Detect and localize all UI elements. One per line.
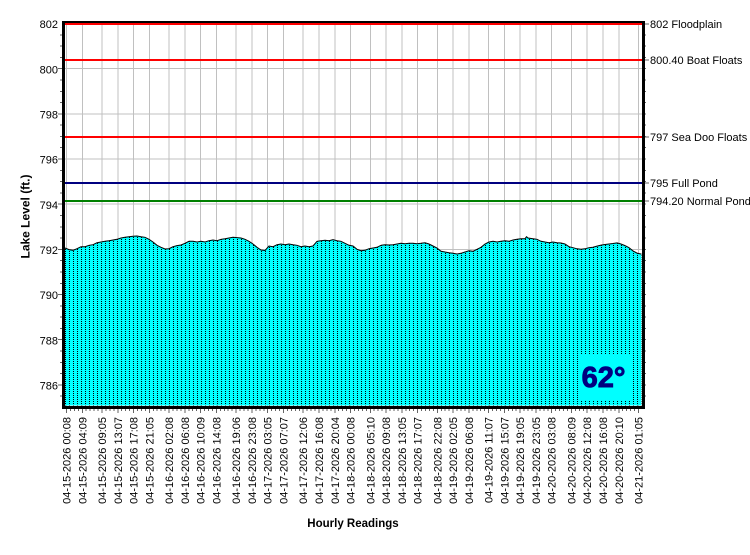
svg-text:04-18-2026 05:10: 04-18-2026 05:10: [365, 417, 377, 504]
svg-text:04-16-2026 06:08: 04-16-2026 06:08: [180, 417, 192, 504]
svg-text:790: 790: [40, 290, 58, 302]
svg-text:04-17-2026 03:05: 04-17-2026 03:05: [263, 417, 275, 504]
svg-text:04-20-2026 20:10: 04-20-2026 20:10: [614, 417, 626, 504]
svg-text:04-21-2026 01:05: 04-21-2026 01:05: [634, 417, 646, 504]
svg-text:04-16-2026 02:08: 04-16-2026 02:08: [164, 417, 176, 504]
svg-text:794.20 Normal Pond: 794.20 Normal Pond: [650, 196, 750, 208]
svg-text:04-16-2026 10:09: 04-16-2026 10:09: [196, 417, 208, 504]
svg-text:04-18-2026 22:08: 04-18-2026 22:08: [432, 417, 444, 504]
svg-text:04-17-2026 20:04: 04-17-2026 20:04: [330, 417, 342, 504]
svg-text:792: 792: [40, 245, 58, 257]
svg-text:62°: 62°: [582, 362, 626, 394]
svg-text:04-20-2026 16:08: 04-20-2026 16:08: [598, 417, 610, 504]
svg-text:04-19-2026 02:05: 04-19-2026 02:05: [448, 417, 460, 504]
svg-text:800: 800: [40, 64, 58, 76]
svg-text:04-15-2026 09:05: 04-15-2026 09:05: [97, 417, 109, 504]
svg-text:798: 798: [40, 110, 58, 122]
svg-text:802: 802: [40, 19, 58, 31]
svg-text:04-17-2026 07:07: 04-17-2026 07:07: [279, 417, 291, 504]
svg-text:04-18-2026 17:07: 04-18-2026 17:07: [413, 417, 425, 504]
svg-text:04-16-2026 14:08: 04-16-2026 14:08: [211, 417, 223, 504]
svg-text:802 Floodplain: 802 Floodplain: [650, 19, 722, 31]
svg-text:04-18-2026 09:08: 04-18-2026 09:08: [381, 417, 393, 504]
svg-text:04-19-2026 19:05: 04-19-2026 19:05: [515, 417, 527, 504]
svg-text:796: 796: [40, 155, 58, 167]
svg-text:04-20-2026 08:09: 04-20-2026 08:09: [567, 417, 579, 504]
svg-text:04-19-2026 06:08: 04-19-2026 06:08: [464, 417, 476, 504]
svg-text:788: 788: [40, 335, 58, 347]
svg-text:794: 794: [40, 200, 58, 212]
svg-text:04-19-2026 11:07: 04-19-2026 11:07: [484, 417, 496, 503]
svg-text:04-15-2026 17:08: 04-15-2026 17:08: [129, 417, 141, 504]
svg-text:Lake Level (ft.): Lake Level (ft.): [19, 174, 33, 258]
svg-text:04-16-2026 19:06: 04-16-2026 19:06: [231, 417, 243, 504]
svg-text:04-15-2026 21:05: 04-15-2026 21:05: [144, 417, 156, 504]
svg-text:04-19-2026 23:05: 04-19-2026 23:05: [531, 417, 543, 504]
svg-text:04-16-2026 23:08: 04-16-2026 23:08: [247, 417, 259, 504]
svg-text:04-19-2026 15:07: 04-19-2026 15:07: [499, 417, 511, 504]
svg-text:04-15-2026 13:07: 04-15-2026 13:07: [113, 417, 125, 504]
svg-text:800.40 Boat Floats: 800.40 Boat Floats: [650, 55, 743, 67]
svg-text:04-20-2026 12:08: 04-20-2026 12:08: [582, 417, 594, 504]
svg-text:04-17-2026 16:08: 04-17-2026 16:08: [314, 417, 326, 504]
svg-text:04-20-2026 03:08: 04-20-2026 03:08: [547, 417, 559, 504]
svg-text:04-18-2026 00:08: 04-18-2026 00:08: [346, 417, 358, 504]
svg-text:786: 786: [40, 381, 58, 393]
svg-text:795 Full Pond: 795 Full Pond: [650, 178, 718, 190]
svg-text:04-15-2026 00:08: 04-15-2026 00:08: [62, 417, 74, 504]
svg-text:797 Sea Doo Floats: 797 Sea Doo Floats: [650, 132, 748, 144]
svg-text:04-17-2026 12:06: 04-17-2026 12:06: [298, 417, 310, 504]
svg-text:Hourly Readings: Hourly Readings: [307, 518, 398, 530]
svg-text:04-15-2026 04:09: 04-15-2026 04:09: [77, 417, 89, 504]
svg-text:04-18-2026 13:05: 04-18-2026 13:05: [397, 417, 409, 504]
